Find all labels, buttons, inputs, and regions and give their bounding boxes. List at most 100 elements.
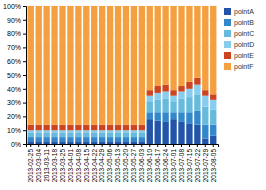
bar-segment	[210, 110, 216, 125]
bar-segment	[43, 6, 49, 125]
bar-segment	[210, 6, 216, 94]
tick: 2013-05-20	[122, 144, 129, 182]
tick-label: 20%	[7, 113, 21, 120]
tick-label: 60%	[7, 58, 21, 65]
bar-segment	[107, 6, 113, 125]
tick-mark	[54, 144, 55, 147]
bar-segment	[155, 100, 161, 112]
tick-label: 2013-07-29	[202, 149, 209, 183]
bar-segment	[83, 137, 89, 141]
tick-label: 2013-03-04	[35, 149, 42, 183]
bar-segment	[99, 141, 105, 144]
tick-mark	[23, 116, 26, 117]
bar-segment	[59, 125, 65, 131]
bar-segment	[75, 133, 81, 137]
tick: 2013-07-08	[178, 144, 185, 182]
tick-mark	[173, 144, 174, 147]
bar-segment	[155, 121, 161, 144]
bar-segment	[131, 133, 137, 137]
tick-mark	[118, 144, 119, 147]
legend-swatch	[224, 52, 231, 59]
bar-segment	[36, 6, 42, 125]
bar-segment	[194, 78, 200, 85]
tick-mark	[181, 144, 182, 147]
tick: 2013-06-10	[146, 144, 153, 182]
bar-segment	[147, 112, 153, 119]
bar-segment	[170, 6, 176, 90]
plot-area: 0%10%20%30%40%50%60%70%80%90%100%2013-02…	[3, 3, 218, 183]
tick-mark	[23, 89, 26, 90]
bar-segment	[210, 94, 216, 100]
tick-label: 70%	[7, 44, 21, 51]
bar-segment	[107, 141, 113, 144]
bar-segment	[115, 141, 121, 144]
tick-label: 2013-08-05	[210, 149, 217, 183]
bar-segment	[155, 86, 161, 93]
bar-segment	[131, 137, 137, 141]
bar-segment	[186, 123, 192, 144]
chart: 0%10%20%30%40%50%60%70%80%90%100%2013-02…	[0, 0, 266, 190]
tick-label: 2013-07-08	[178, 149, 185, 183]
tick: 30%	[7, 99, 26, 106]
tick-label: 2013-05-20	[122, 149, 129, 183]
tick: 2013-08-05	[210, 144, 217, 182]
legend-swatch	[224, 63, 231, 70]
tick: 2013-06-03	[138, 144, 145, 182]
tick-label: 2013-02-25	[27, 149, 34, 183]
tick-label: 2013-05-13	[114, 149, 121, 183]
legend-item: pointF	[224, 63, 253, 71]
tick-label: 80%	[7, 30, 21, 37]
bar-segment	[91, 133, 97, 137]
bar-segment	[202, 90, 208, 96]
bar-segment	[178, 92, 184, 99]
tick: 2013-04-15	[83, 144, 90, 182]
legend: pointApointBpointCpointDpointEpointF	[224, 8, 254, 71]
bar-segment	[115, 130, 121, 133]
tick: 40%	[7, 86, 26, 93]
bar-segment	[210, 100, 216, 110]
bar-segment	[36, 130, 42, 133]
y-axis: 0%10%20%30%40%50%60%70%80%90%100%	[3, 3, 26, 148]
bar-segment	[59, 141, 65, 144]
bar-segment	[51, 137, 57, 141]
bar-segment	[28, 133, 34, 137]
tick-label: 2013-07-22	[194, 149, 201, 183]
bar-segment	[123, 125, 129, 131]
tick-mark	[70, 144, 71, 147]
tick: 2013-06-17	[154, 144, 161, 182]
bar-segment	[51, 6, 57, 125]
bar-segment	[59, 6, 65, 125]
bar-segment	[67, 130, 73, 133]
bar-series	[28, 6, 217, 125]
bar-segment	[99, 125, 105, 131]
tick-label: 2013-03-18	[51, 149, 58, 183]
bar-segment	[139, 141, 145, 144]
bar-segment	[194, 94, 200, 111]
tick: 2013-02-25	[27, 144, 34, 182]
bar-segment	[83, 6, 89, 125]
tick-label: 0%	[11, 141, 21, 148]
bar-segment	[28, 141, 34, 144]
bar-segment	[155, 112, 161, 120]
bar-segment	[75, 6, 81, 125]
bar-segment	[170, 119, 176, 144]
bar-segment	[36, 125, 42, 131]
tick-label: 50%	[7, 72, 21, 79]
tick: 2013-07-29	[202, 144, 209, 182]
bar-segment	[186, 6, 192, 82]
tick-mark	[165, 144, 166, 147]
tick: 2013-03-18	[51, 144, 58, 182]
tick-label: 2013-03-25	[59, 149, 66, 183]
tick: 2013-05-27	[130, 144, 137, 182]
legend-item: pointE	[224, 52, 254, 60]
tick-mark	[149, 144, 150, 147]
bar-segment	[162, 122, 168, 144]
tick-mark	[23, 75, 26, 76]
legend-item: pointA	[224, 8, 254, 16]
bar-segment	[210, 125, 216, 136]
x-axis: 2013-02-252013-03-042013-03-112013-03-18…	[27, 144, 219, 182]
bar-segment	[36, 133, 42, 137]
tick-mark	[62, 144, 63, 147]
bar-segment	[91, 125, 97, 131]
bar-segment	[91, 137, 97, 141]
